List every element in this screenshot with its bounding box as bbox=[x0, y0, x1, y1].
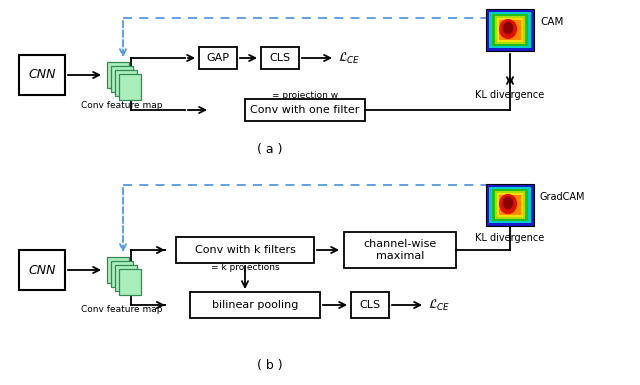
Bar bbox=[486, 184, 534, 226]
Bar bbox=[499, 195, 521, 215]
Text: Conv with one filter: Conv with one filter bbox=[250, 105, 360, 115]
Bar bbox=[495, 16, 525, 44]
Bar bbox=[176, 237, 314, 263]
Text: CLS: CLS bbox=[269, 53, 291, 63]
Text: bilinear pooling: bilinear pooling bbox=[212, 300, 298, 310]
Bar bbox=[119, 74, 141, 100]
Bar bbox=[111, 66, 133, 92]
Bar bbox=[497, 18, 523, 42]
Ellipse shape bbox=[499, 19, 517, 39]
Polygon shape bbox=[19, 55, 65, 95]
Bar bbox=[499, 20, 521, 40]
Text: ( a ): ( a ) bbox=[257, 144, 283, 156]
Text: KL divergence: KL divergence bbox=[476, 233, 545, 243]
Bar bbox=[489, 187, 531, 223]
Bar bbox=[111, 261, 133, 287]
Text: $\mathcal{L}_{CE}$: $\mathcal{L}_{CE}$ bbox=[428, 298, 451, 313]
Text: CNN: CNN bbox=[28, 69, 56, 82]
Text: CNN: CNN bbox=[28, 263, 56, 276]
Text: GradCAM: GradCAM bbox=[540, 192, 586, 202]
Bar bbox=[199, 47, 237, 69]
Text: = k projections: = k projections bbox=[211, 263, 279, 271]
Ellipse shape bbox=[503, 22, 513, 34]
Bar bbox=[497, 193, 523, 217]
Bar bbox=[119, 269, 141, 295]
Text: channel-wise: channel-wise bbox=[364, 239, 436, 249]
Text: maximal: maximal bbox=[376, 251, 424, 261]
Text: Conv feature map: Conv feature map bbox=[81, 100, 163, 109]
Text: Conv with k filters: Conv with k filters bbox=[195, 245, 296, 255]
Polygon shape bbox=[19, 250, 65, 290]
Bar bbox=[245, 99, 365, 121]
Text: ( b ): ( b ) bbox=[257, 358, 283, 372]
Bar bbox=[492, 189, 528, 221]
Text: KL divergence: KL divergence bbox=[476, 90, 545, 100]
Text: CAM: CAM bbox=[540, 17, 563, 27]
Bar bbox=[115, 265, 137, 291]
Text: $\mathcal{L}_{CE}$: $\mathcal{L}_{CE}$ bbox=[338, 50, 360, 65]
Bar bbox=[495, 191, 525, 219]
Ellipse shape bbox=[499, 194, 517, 214]
Text: CLS: CLS bbox=[360, 300, 381, 310]
Text: = projection w: = projection w bbox=[272, 92, 338, 100]
Ellipse shape bbox=[503, 197, 513, 209]
Bar bbox=[486, 9, 534, 51]
Bar bbox=[344, 232, 456, 268]
Bar bbox=[115, 70, 137, 96]
Bar bbox=[489, 12, 531, 48]
Bar bbox=[107, 62, 129, 88]
Bar bbox=[261, 47, 299, 69]
Bar bbox=[351, 292, 389, 318]
Text: Conv feature map: Conv feature map bbox=[81, 306, 163, 315]
Bar bbox=[107, 257, 129, 283]
Text: GAP: GAP bbox=[207, 53, 230, 63]
Bar bbox=[190, 292, 320, 318]
Bar bbox=[492, 14, 528, 46]
